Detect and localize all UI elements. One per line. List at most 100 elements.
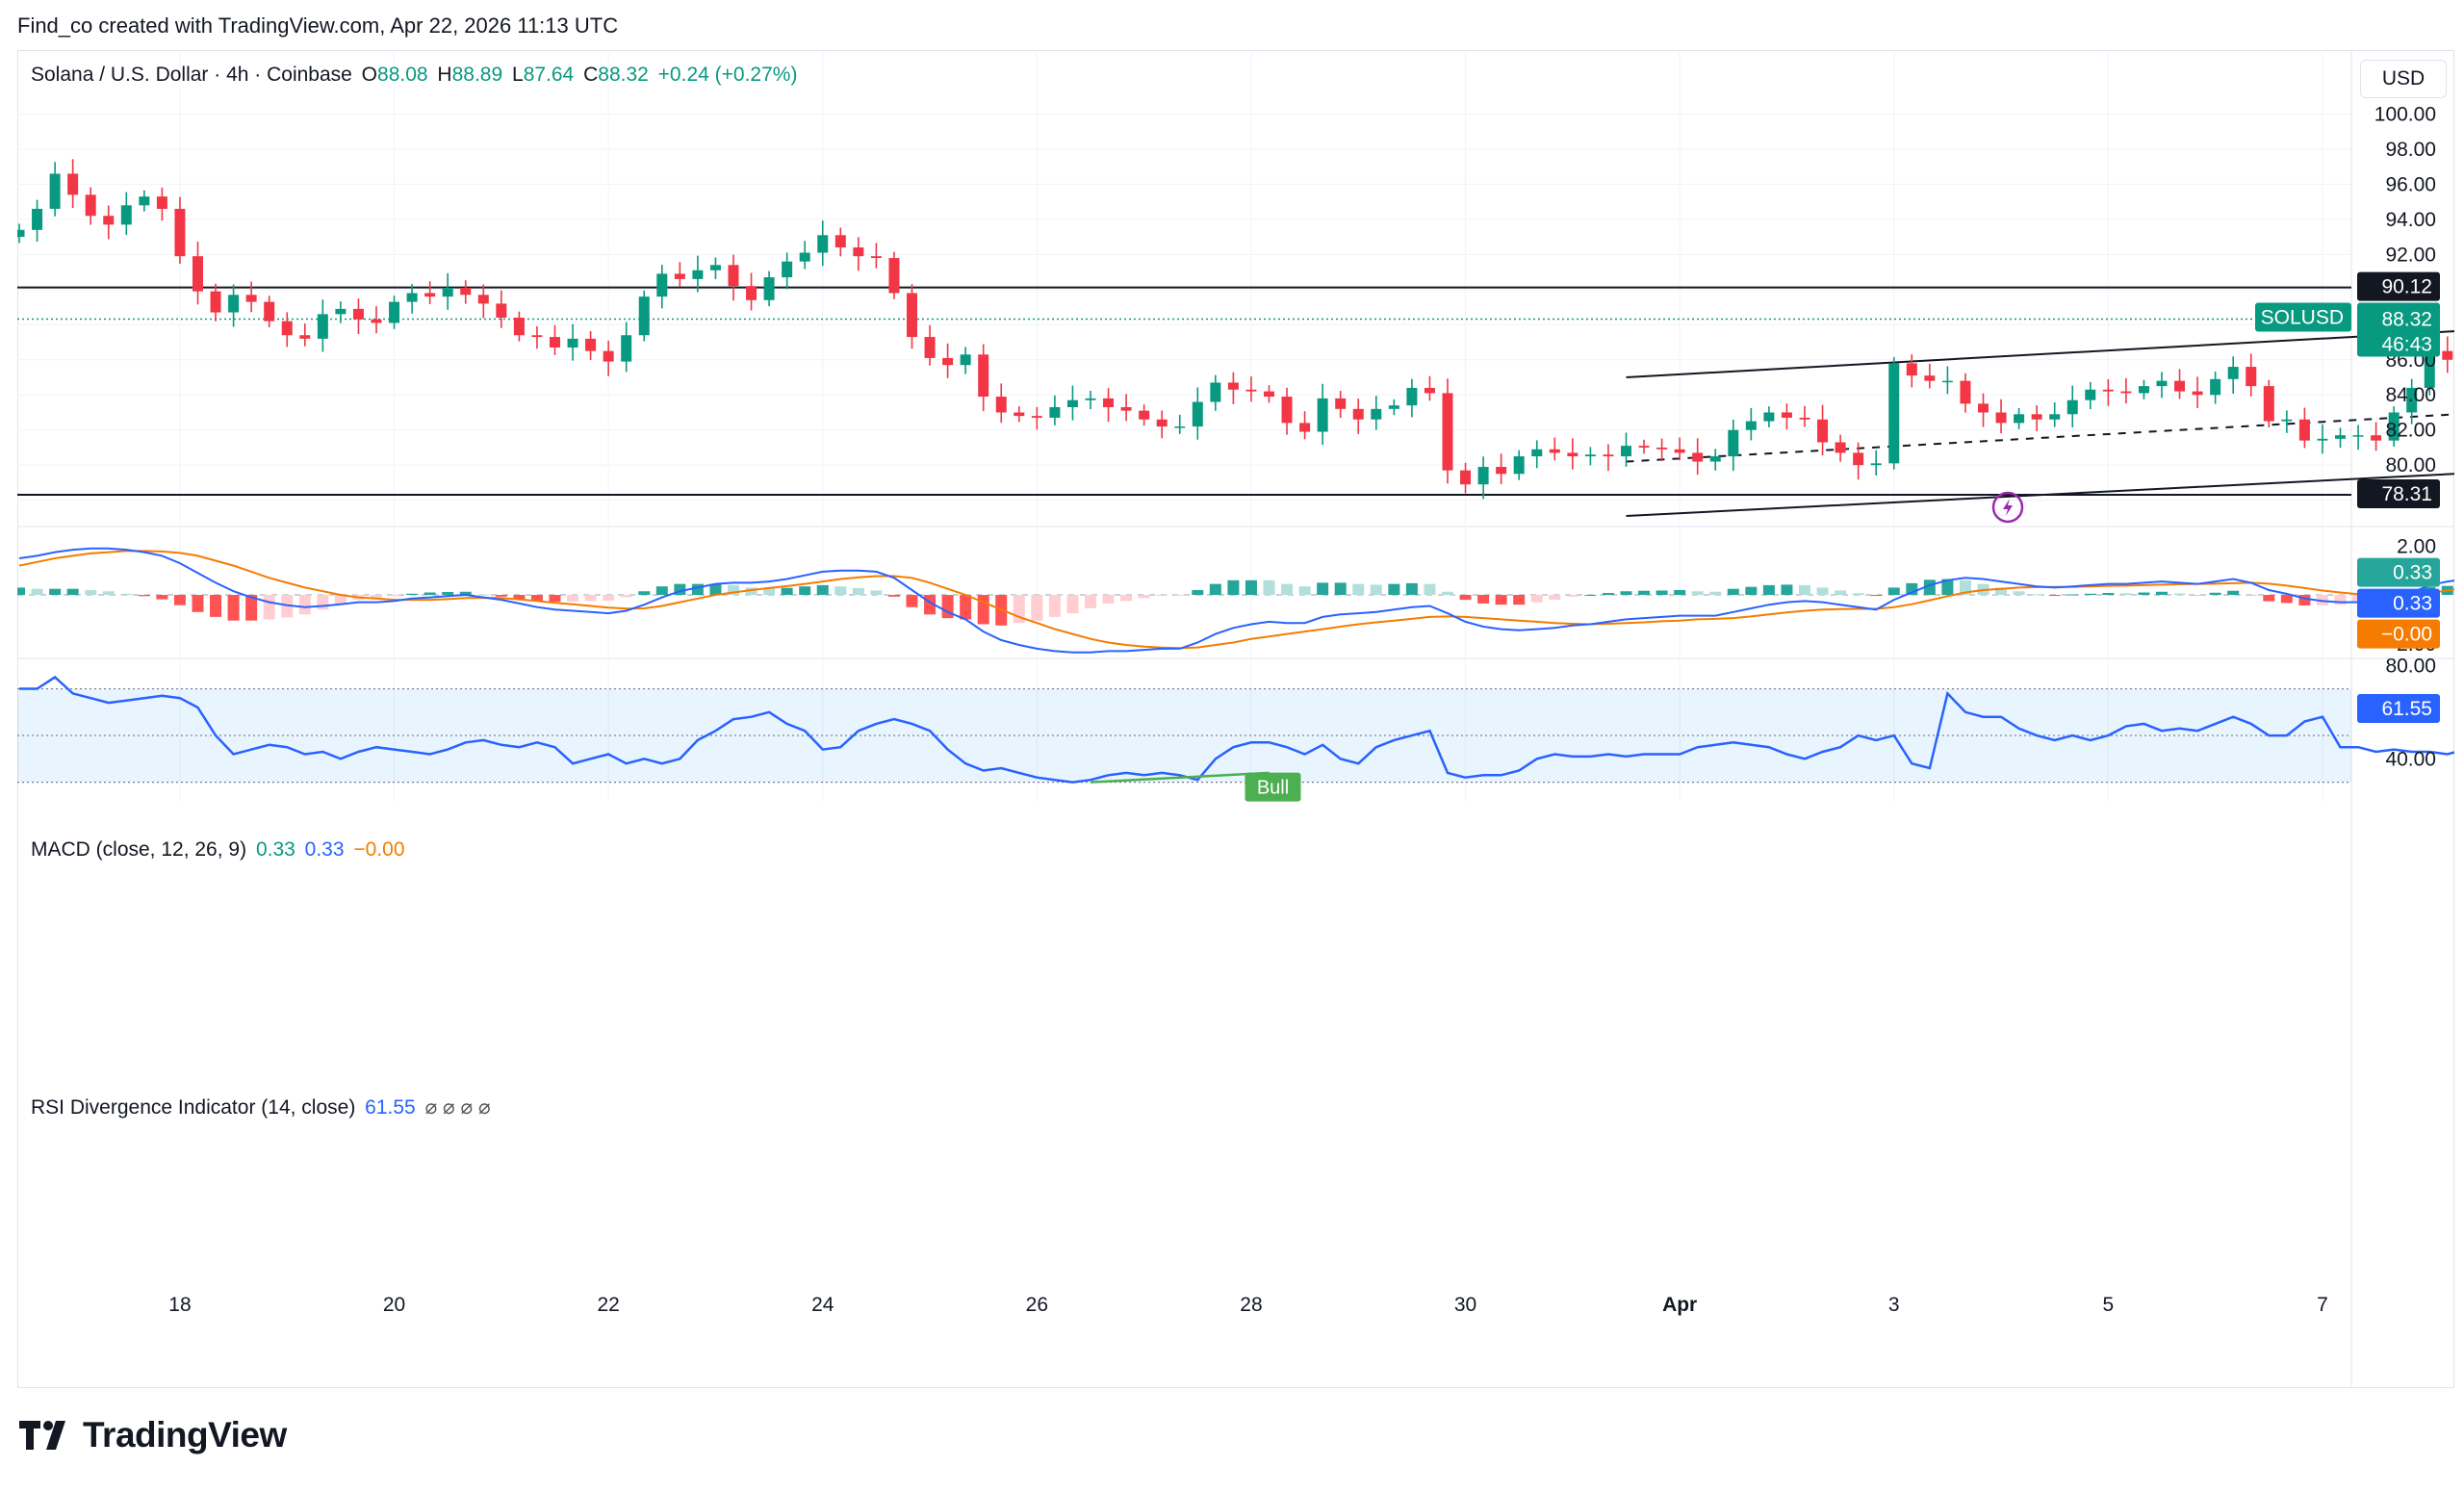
macd-histogram-bar [603,595,615,601]
candle-body-down [1835,442,1846,453]
macd-histogram-bar [1459,595,1472,601]
last-price-text: 88.32 [2381,308,2432,330]
macd-tick-label: 2.00 [2397,535,2436,557]
candle-body-up [49,173,61,209]
macd-histogram-bar [960,595,972,620]
candle-body-up [2406,387,2418,413]
candle-body-down [746,286,757,300]
candle-body-down [299,335,311,339]
level-low-label-box [2357,478,2440,508]
macd-histogram-bar [1530,595,1543,603]
candle-body-up [817,235,829,253]
candle-body-down [1906,363,1917,376]
candle-body-down [2192,391,2203,396]
macd-histogram-bar [2245,595,2257,597]
candle-body-down [513,318,525,336]
replay-icon-bolt [2003,498,2013,516]
rsi-title: RSI Divergence Indicator (14, close) [31,1096,356,1119]
channel-lower-line [1626,473,2454,518]
bull-label-text: Bull [1257,778,1289,799]
macd-histogram-bar [1192,589,1204,596]
horizontal-level-lines [17,286,2351,596]
price-legend: Solana / U.S. Dollar · 4h · Coinbase O88… [31,64,801,87]
candle-body-up [2066,399,2078,415]
replay-icon-ring [1991,491,2024,524]
candle-body-up [1745,421,1757,430]
macd-histogram-bar [852,587,864,596]
macd-histogram-bar [245,595,258,621]
candle-body-down [2298,419,2310,441]
price-tick-label: 84.00 [2385,384,2436,406]
candle-body-down [192,256,203,292]
macd-histogram-bar [887,595,900,597]
candle-body-down [281,321,293,336]
candle-body-down [210,291,221,313]
candle-body-up [1584,454,1596,457]
macd-histogram-bar [584,595,597,602]
bull-label-box [1245,772,1301,802]
legend-change: +0.24 (+0.27%) [657,64,798,86]
macd-histogram-bar [1388,583,1400,596]
legend-c-label: C [583,64,599,86]
candle-body-down [531,335,543,338]
candle-body-up [228,295,240,313]
macd-histogram-bar [477,594,490,596]
macd-histogram-bar [1762,584,1775,596]
chart-author-caption: Find_co created with TradingView.com, Ap… [17,13,619,38]
rsi-legend: RSI Divergence Indicator (14, close) 61.… [31,1095,495,1120]
candle-body-down [1442,393,1453,471]
candle-body-down [2246,367,2257,387]
candle-body-down [1638,446,1650,448]
macd-histogram-bar [1887,587,1900,596]
macd-histogram-bar [1709,591,1722,596]
legend-h-label: H [437,64,452,86]
candle-body-up [1049,407,1061,418]
macd-histogram-bar [1085,595,1096,608]
symbol-label-text: SOLUSD [2261,306,2344,328]
candle-body-up [763,277,775,300]
macd-histogram-bar [442,591,454,596]
macd-histogram-value: 0.33 [255,838,295,861]
macd-histogram-bar [156,595,168,600]
currency-button[interactable]: USD [2360,60,2447,98]
candle-body-down [1424,387,1435,394]
candle-body-down [1567,452,1578,457]
macd-signal-label-box [2357,619,2440,649]
candle-body-down [1995,412,2007,424]
candle-body-up [782,261,793,278]
legend-low: 87.64 [523,64,575,86]
macd-histogram-bar [1727,588,1739,596]
rsi-flags: ⌀ ⌀ ⌀ ⌀ [424,1096,491,1119]
macd-histogram-bar [2119,593,2132,596]
macd-histogram-bar [281,595,294,618]
macd-histogram-bar [1102,595,1115,604]
price-labels-layer: 90.12 78.31 SOLUSD 88.32 46:43 0.33 0.33 −0.00 6… [1991,271,2440,724]
candle-body-down [1817,419,1829,443]
macd-histogram-bar [1566,595,1578,597]
macd-histogram-bar [2209,592,2221,596]
candle-body-up [2014,414,2025,424]
candle-body-down [853,247,864,257]
time-tick-label: 26 [1026,1294,1048,1316]
macd-histogram-bar [227,595,240,621]
candle-body-down [2174,380,2186,392]
level-high-label-text: 90.12 [2381,276,2432,298]
candle-body-down [728,265,739,287]
macd-histogram-bar [620,595,632,598]
trend-channel [1626,330,2454,518]
macd-histogram-bar [1227,579,1240,596]
candle-body-down [1103,398,1115,407]
time-tick-label: 24 [811,1294,834,1316]
candle-body-down [67,173,79,195]
macd-histogram-bar [2227,590,2240,596]
candle-body-up [1531,449,1543,457]
macd-histogram-bar [1549,595,1561,601]
candlestick-series [17,159,2453,500]
macd-histogram-bar [2334,595,2347,605]
macd-histogram-bar [388,595,400,597]
macd-histogram-bar [1638,590,1651,596]
macd-histogram-bar [1799,584,1810,596]
chart-svg[interactable]: Bull 18202224262830Apr357911131517192123… [17,50,2454,1388]
price-tick-label: 94.00 [2385,209,2436,231]
channel-upper-line [1626,330,2454,378]
